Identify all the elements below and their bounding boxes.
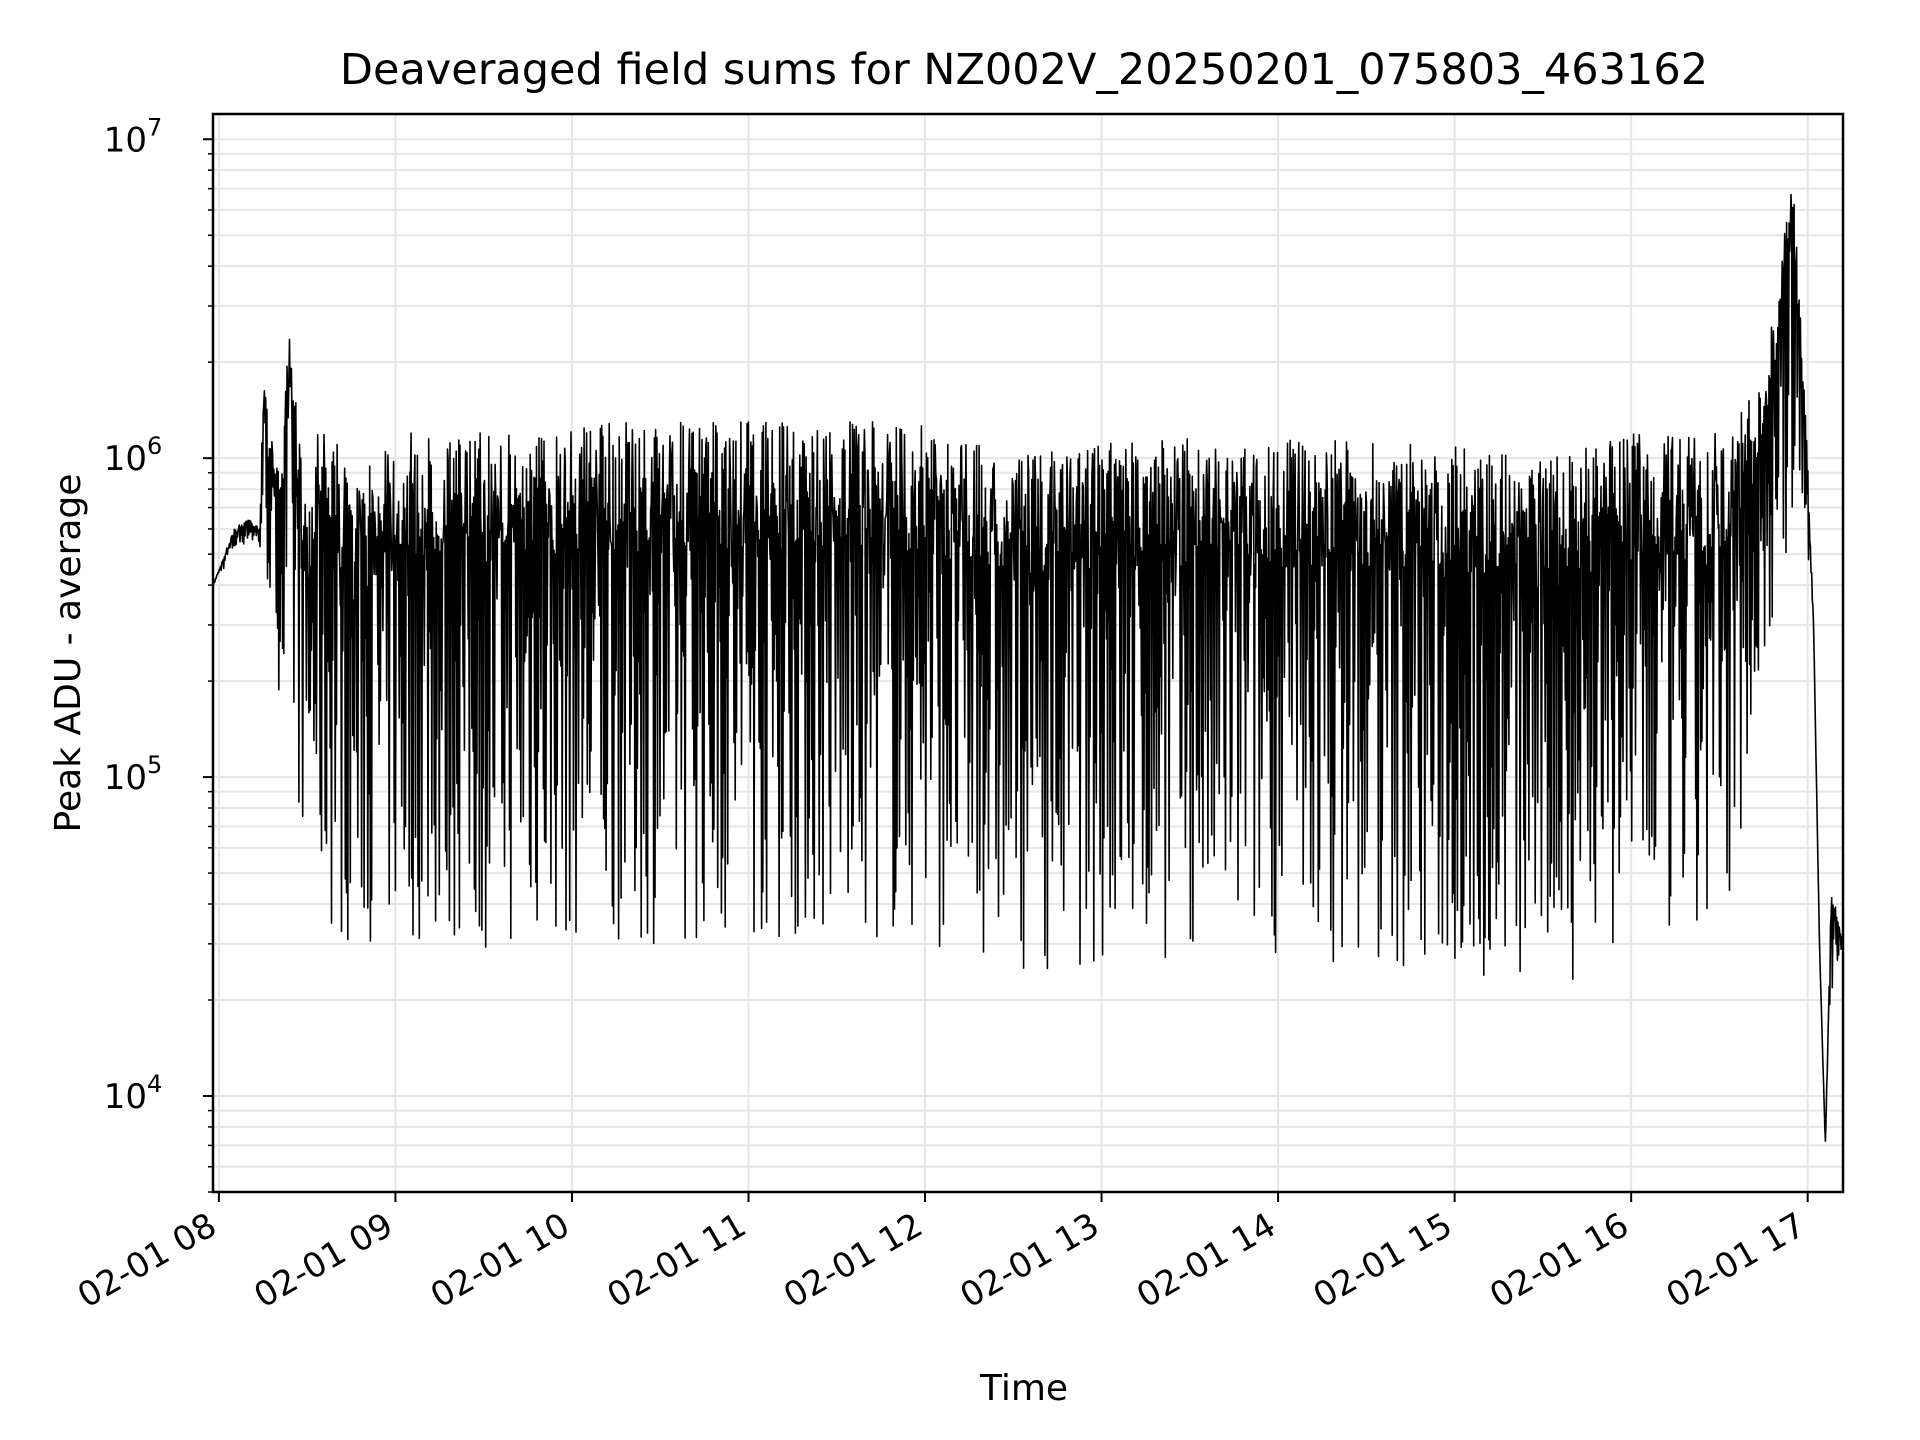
y-tick-exponent: 5 bbox=[147, 751, 162, 779]
chart-title: Deaveraged field sums for NZ002V_2025020… bbox=[340, 45, 1708, 95]
y-tick-exponent: 4 bbox=[147, 1070, 162, 1098]
series-layer bbox=[212, 193, 1844, 1142]
y-tick-exponent: 6 bbox=[147, 432, 162, 460]
x-axis-label: Time bbox=[979, 1368, 1068, 1409]
y-axis-label: Peak ADU - average bbox=[48, 474, 89, 833]
plot-frame bbox=[211, 112, 1845, 1194]
series-line bbox=[212, 193, 1844, 1142]
y-tick-exponent: 7 bbox=[147, 113, 162, 141]
